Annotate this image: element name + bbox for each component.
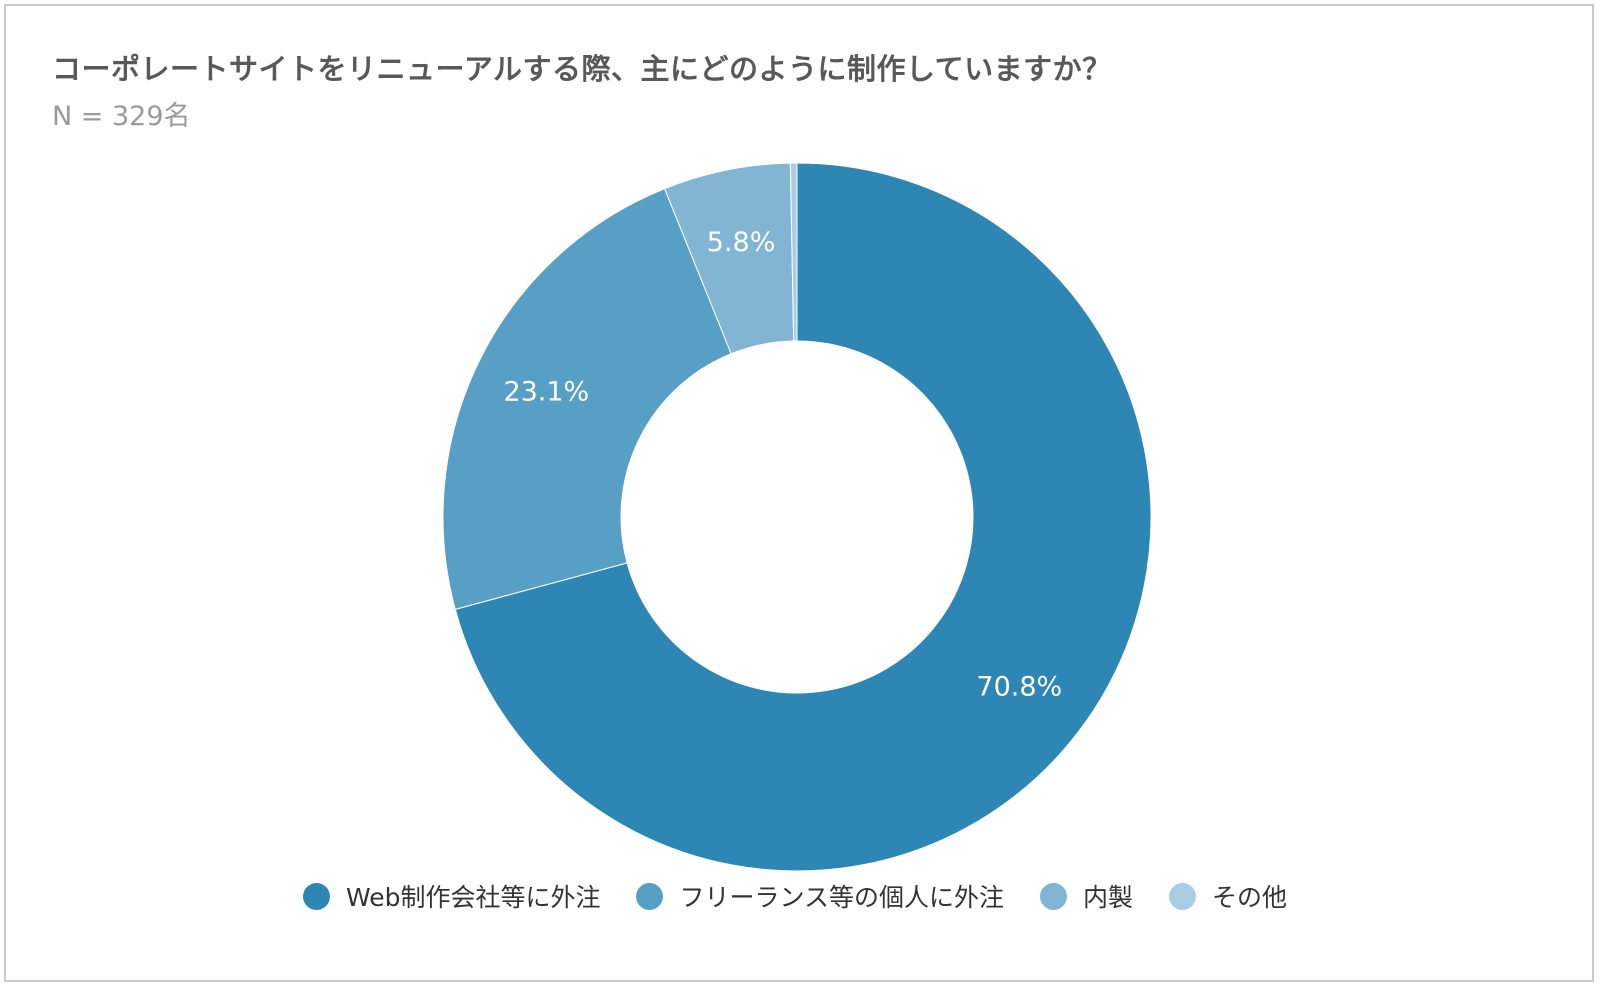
chart-title: コーポレートサイトをリニューアルする際、主にどのように制作していますか？ xyxy=(52,52,1112,86)
legend-dot-other xyxy=(1169,882,1197,910)
chart-legend: Web制作会社等に外注 フリーランス等の個人に外注 内製 その他 xyxy=(0,878,1590,914)
donut-slice-web-agency[interactable] xyxy=(454,162,1152,872)
slice-label-web-agency: 70.8% xyxy=(976,672,1062,703)
legend-label-in-house: 内製 xyxy=(1083,883,1134,912)
donut-slice-freelance[interactable] xyxy=(442,188,732,610)
legend-dot-in-house xyxy=(1040,882,1067,910)
legend-label-web-agency: Web制作会社等に外注 xyxy=(345,883,601,912)
legend-item-in-house[interactable]: 内製 xyxy=(1040,878,1133,914)
donut-slice-other[interactable] xyxy=(789,162,798,342)
legend-item-freelance[interactable]: フリーランス等の個人に外注 xyxy=(636,878,1004,914)
slice-label-freelance: 23.1% xyxy=(503,377,589,408)
legend-item-web-agency[interactable]: Web制作会社等に外注 xyxy=(302,878,601,914)
legend-label-freelance: フリーランス等の個人に外注 xyxy=(679,883,1004,912)
chart-subtitle: N = 329名 xyxy=(52,101,191,132)
legend-label-other: その他 xyxy=(1212,883,1288,912)
donut-slice-labels: 70.8% 23.1% 5.8% xyxy=(503,227,1062,703)
legend-dot-web-agency xyxy=(302,882,330,910)
legend-item-other[interactable]: その他 xyxy=(1169,878,1287,914)
legend-dot-freelance xyxy=(636,882,664,910)
slice-label-in-house: 5.8% xyxy=(707,227,776,258)
donut-slices xyxy=(442,162,1152,872)
